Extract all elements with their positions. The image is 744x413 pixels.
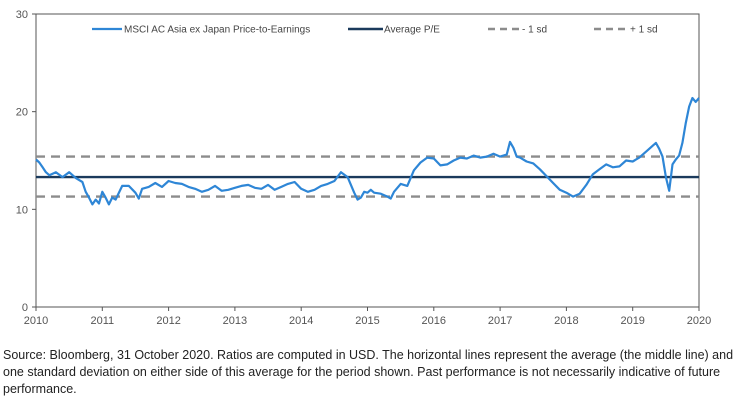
x-tick-label: 2014	[289, 315, 313, 327]
y-tick-label: 20	[16, 107, 28, 119]
plot-frame	[35, 13, 700, 308]
legend-label: + 1 sd	[630, 25, 658, 36]
series-pe-line	[35, 96, 700, 206]
legend-label: MSCI AC Asia ex Japan Price-to-Earnings	[124, 25, 310, 36]
y-tick-label: 10	[16, 204, 28, 216]
x-tick-label: 2013	[223, 315, 247, 327]
series-lines	[35, 96, 700, 206]
x-tick-label: 2010	[24, 315, 48, 327]
x-tick-label: 2015	[355, 315, 379, 327]
x-tick-label: 2011	[90, 315, 114, 327]
y-tick-label: 30	[16, 9, 28, 21]
legend-label: Average P/E	[384, 25, 440, 36]
legend: MSCI AC Asia ex Japan Price-to-Earnings A…	[92, 25, 658, 36]
x-tick-label: 2019	[620, 315, 644, 327]
source-note: Source: Bloomberg, 31 October 2020. Rati…	[3, 348, 734, 396]
x-axis: 2010 2011 2012 2013 2014 2015 2016 2017 2018 2019…	[24, 307, 711, 327]
x-tick-label: 2017	[488, 315, 512, 327]
chart: 0 10 20 30 2010 2011 2012 2013 2014 2015 2016 2017…	[16, 9, 711, 327]
x-tick-label: 2016	[422, 315, 446, 327]
x-tick-label: 2018	[554, 315, 578, 327]
x-tick-label: 2012	[156, 315, 180, 327]
y-axis: 0 10 20 30	[16, 9, 36, 314]
y-tick-label: 0	[22, 302, 28, 314]
legend-label: - 1 sd	[522, 25, 547, 36]
x-tick-label: 2020	[687, 315, 711, 327]
